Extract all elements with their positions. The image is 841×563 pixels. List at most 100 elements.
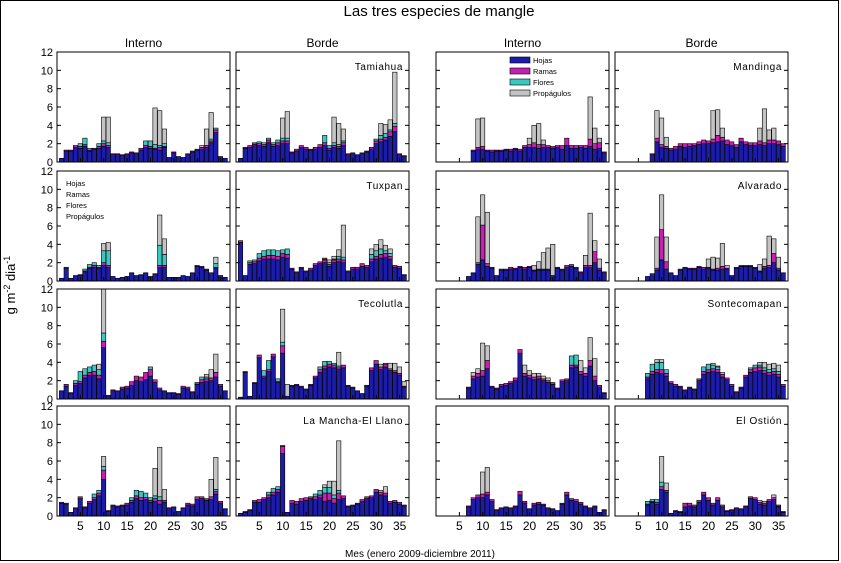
bar-ramas (345, 153, 351, 155)
bar-hojas (359, 501, 365, 517)
bar-propagulos (597, 137, 602, 144)
bar-hojas (161, 147, 167, 163)
bar-flores (266, 491, 272, 496)
bar-hojas (322, 368, 328, 400)
bar-hojas (536, 147, 542, 163)
bar-flores (766, 369, 772, 373)
bar-propagulos (536, 123, 542, 145)
bar-ramas (340, 142, 346, 146)
bar-ramas (545, 145, 551, 148)
bar-ramas (222, 508, 228, 510)
bar-hojas (378, 257, 384, 282)
bar-hojas (568, 500, 574, 517)
bar-ramas (392, 265, 398, 268)
bar-propagulos (161, 128, 167, 144)
bar-ramas (73, 145, 79, 148)
bar-hojas (715, 141, 721, 163)
bar-ramas (373, 255, 379, 260)
bar-hojas (345, 506, 351, 517)
bar-hojas (724, 144, 730, 163)
bar-flores (77, 371, 83, 382)
bar-ramas (261, 255, 267, 260)
bar-ramas (508, 148, 514, 152)
bar-ramas (354, 502, 360, 505)
y-tick-label: 10 (41, 302, 53, 314)
bar-ramas (597, 142, 602, 149)
bar-ramas (601, 151, 607, 154)
bar-ramas (724, 510, 730, 512)
bar-hojas (540, 147, 546, 163)
bar-flores (87, 147, 93, 151)
bar-hojas (701, 494, 707, 517)
bar-hojas (110, 276, 116, 282)
bar-hojas (522, 268, 528, 282)
bar-hojas (766, 501, 772, 517)
bar-ramas (387, 255, 393, 260)
bar-ramas (526, 266, 532, 268)
bar-hojas (368, 148, 374, 163)
bar-ramas (266, 494, 272, 498)
y-tick-label: 12 (41, 401, 53, 413)
bar-hojas (326, 366, 332, 400)
bar-ramas (743, 505, 749, 508)
bar-ramas (378, 366, 384, 370)
bar-ramas (199, 379, 205, 383)
bar-flores (96, 265, 102, 268)
bar-ramas (331, 498, 337, 504)
bar-hojas (157, 389, 163, 400)
y-tick-label: 2 (47, 139, 53, 151)
bar-ramas (256, 354, 262, 359)
bar-ramas (517, 349, 523, 354)
bar-propagulos (766, 129, 772, 141)
bar-ramas (101, 143, 107, 147)
bar-propagulos (397, 366, 402, 374)
bar-hojas (687, 387, 693, 400)
bar-flores (317, 366, 323, 370)
bar-ramas (531, 142, 537, 148)
bar-ramas (659, 229, 665, 261)
bar-hojas (587, 508, 593, 517)
bar-flores (266, 360, 272, 370)
bar-flores (256, 253, 262, 259)
bar-propagulos (719, 243, 725, 267)
bar-hojas (710, 269, 716, 282)
bar-ramas (270, 491, 276, 496)
bar-flores (317, 490, 323, 496)
bar-hojas (242, 512, 248, 517)
bar-flores (573, 354, 579, 366)
bar-ramas (559, 502, 565, 505)
bar-hojas (470, 273, 476, 282)
bar-ramas (387, 131, 393, 137)
bar-flores (771, 368, 777, 372)
bar-ramas (392, 500, 398, 503)
bar-ramas (715, 135, 721, 143)
bar-ramas (303, 497, 309, 501)
bar-hojas (601, 393, 607, 400)
bar-ramas (77, 274, 83, 276)
bar-hojas (757, 271, 763, 282)
bar-hojas (592, 262, 598, 282)
bar-ramas (733, 266, 739, 269)
legend-label: Hojas (533, 56, 552, 65)
bar-hojas (743, 144, 749, 163)
bar-ramas (138, 147, 144, 151)
bar-ramas (266, 255, 272, 260)
bar-hojas (540, 380, 546, 400)
legend-swatch (509, 56, 531, 64)
bar-hojas (180, 387, 186, 400)
bar-flores (326, 361, 332, 365)
bar-propagulos (663, 236, 669, 263)
bar-ramas (663, 373, 669, 377)
bar-flores (663, 369, 669, 374)
bar-hojas (189, 273, 195, 282)
bar-hojas (701, 268, 707, 282)
bar-hojas (364, 151, 370, 163)
bar-ramas (115, 390, 121, 392)
bar-ramas (682, 502, 688, 508)
bar-ramas (668, 147, 674, 151)
bar-hojas (545, 382, 551, 400)
bar-ramas (752, 142, 758, 146)
bar-hojas (654, 372, 660, 400)
bar-ramas (110, 504, 116, 507)
bar-ramas (559, 268, 565, 271)
